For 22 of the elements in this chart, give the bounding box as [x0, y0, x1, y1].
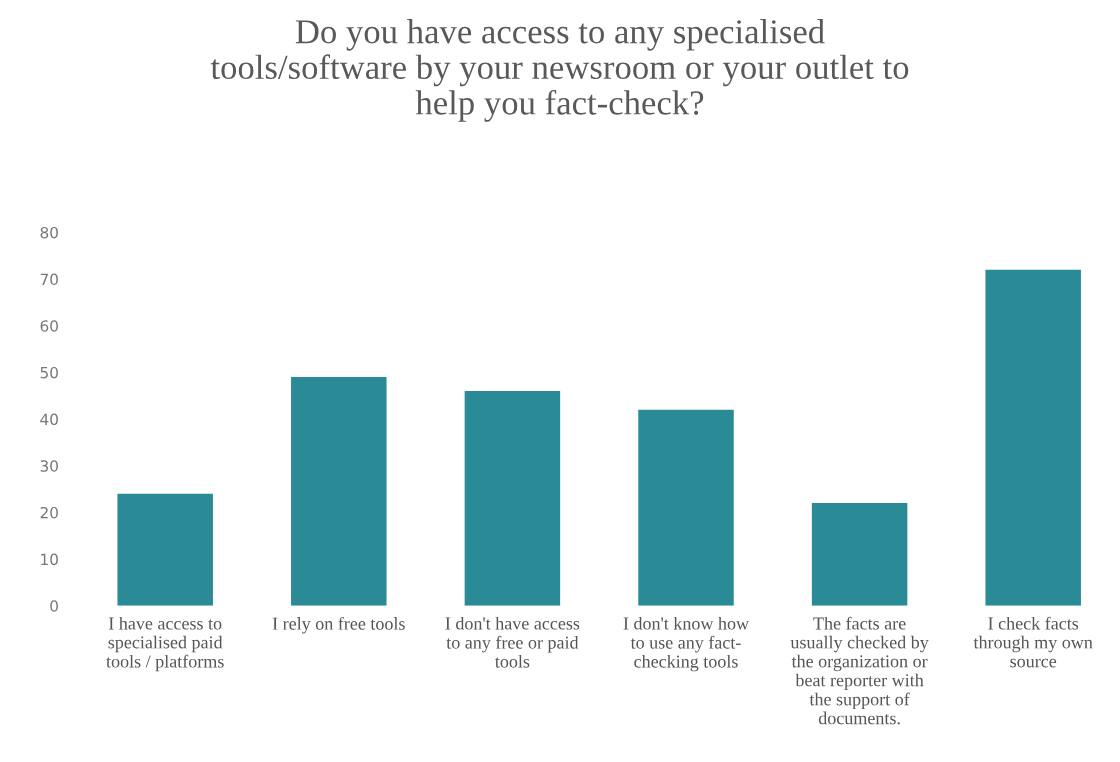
- y-tick-label: 70: [40, 273, 58, 286]
- x-tick-label: I don't know how to use any fact- checking tools: [623, 616, 749, 672]
- y-tick-label: 20: [40, 506, 58, 519]
- chart-title: Do you have access to any specialised tools/software by your newsroom or your outlet to help you fact-check?: [210, 19, 909, 122]
- x-tick-label: I don't have access to any free or paid tools: [445, 616, 580, 668]
- y-tick-label: 50: [40, 366, 58, 379]
- bar: [464, 391, 561, 606]
- bar: [985, 269, 1081, 606]
- y-tick-label: 0: [50, 600, 58, 612]
- y-tick-label: 10: [41, 553, 58, 566]
- x-tick-label: The facts are usually checked by the organization or beat reporter with the support of documents.: [790, 616, 929, 725]
- y-tick-label: 80: [40, 226, 58, 239]
- y-tick-label: 30: [40, 460, 58, 472]
- bar: [811, 503, 908, 606]
- bar: [291, 377, 387, 606]
- y-tick-label: 60: [40, 320, 58, 332]
- y-tick-label: 40: [40, 413, 58, 426]
- x-tick-label: I have access to specialised paid tools / platforms: [106, 616, 224, 672]
- x-tick-label: I check facts through my own source: [973, 616, 1093, 668]
- x-tick-label: I rely on free tools: [272, 616, 405, 634]
- bar: [117, 493, 213, 606]
- bar: [638, 409, 734, 606]
